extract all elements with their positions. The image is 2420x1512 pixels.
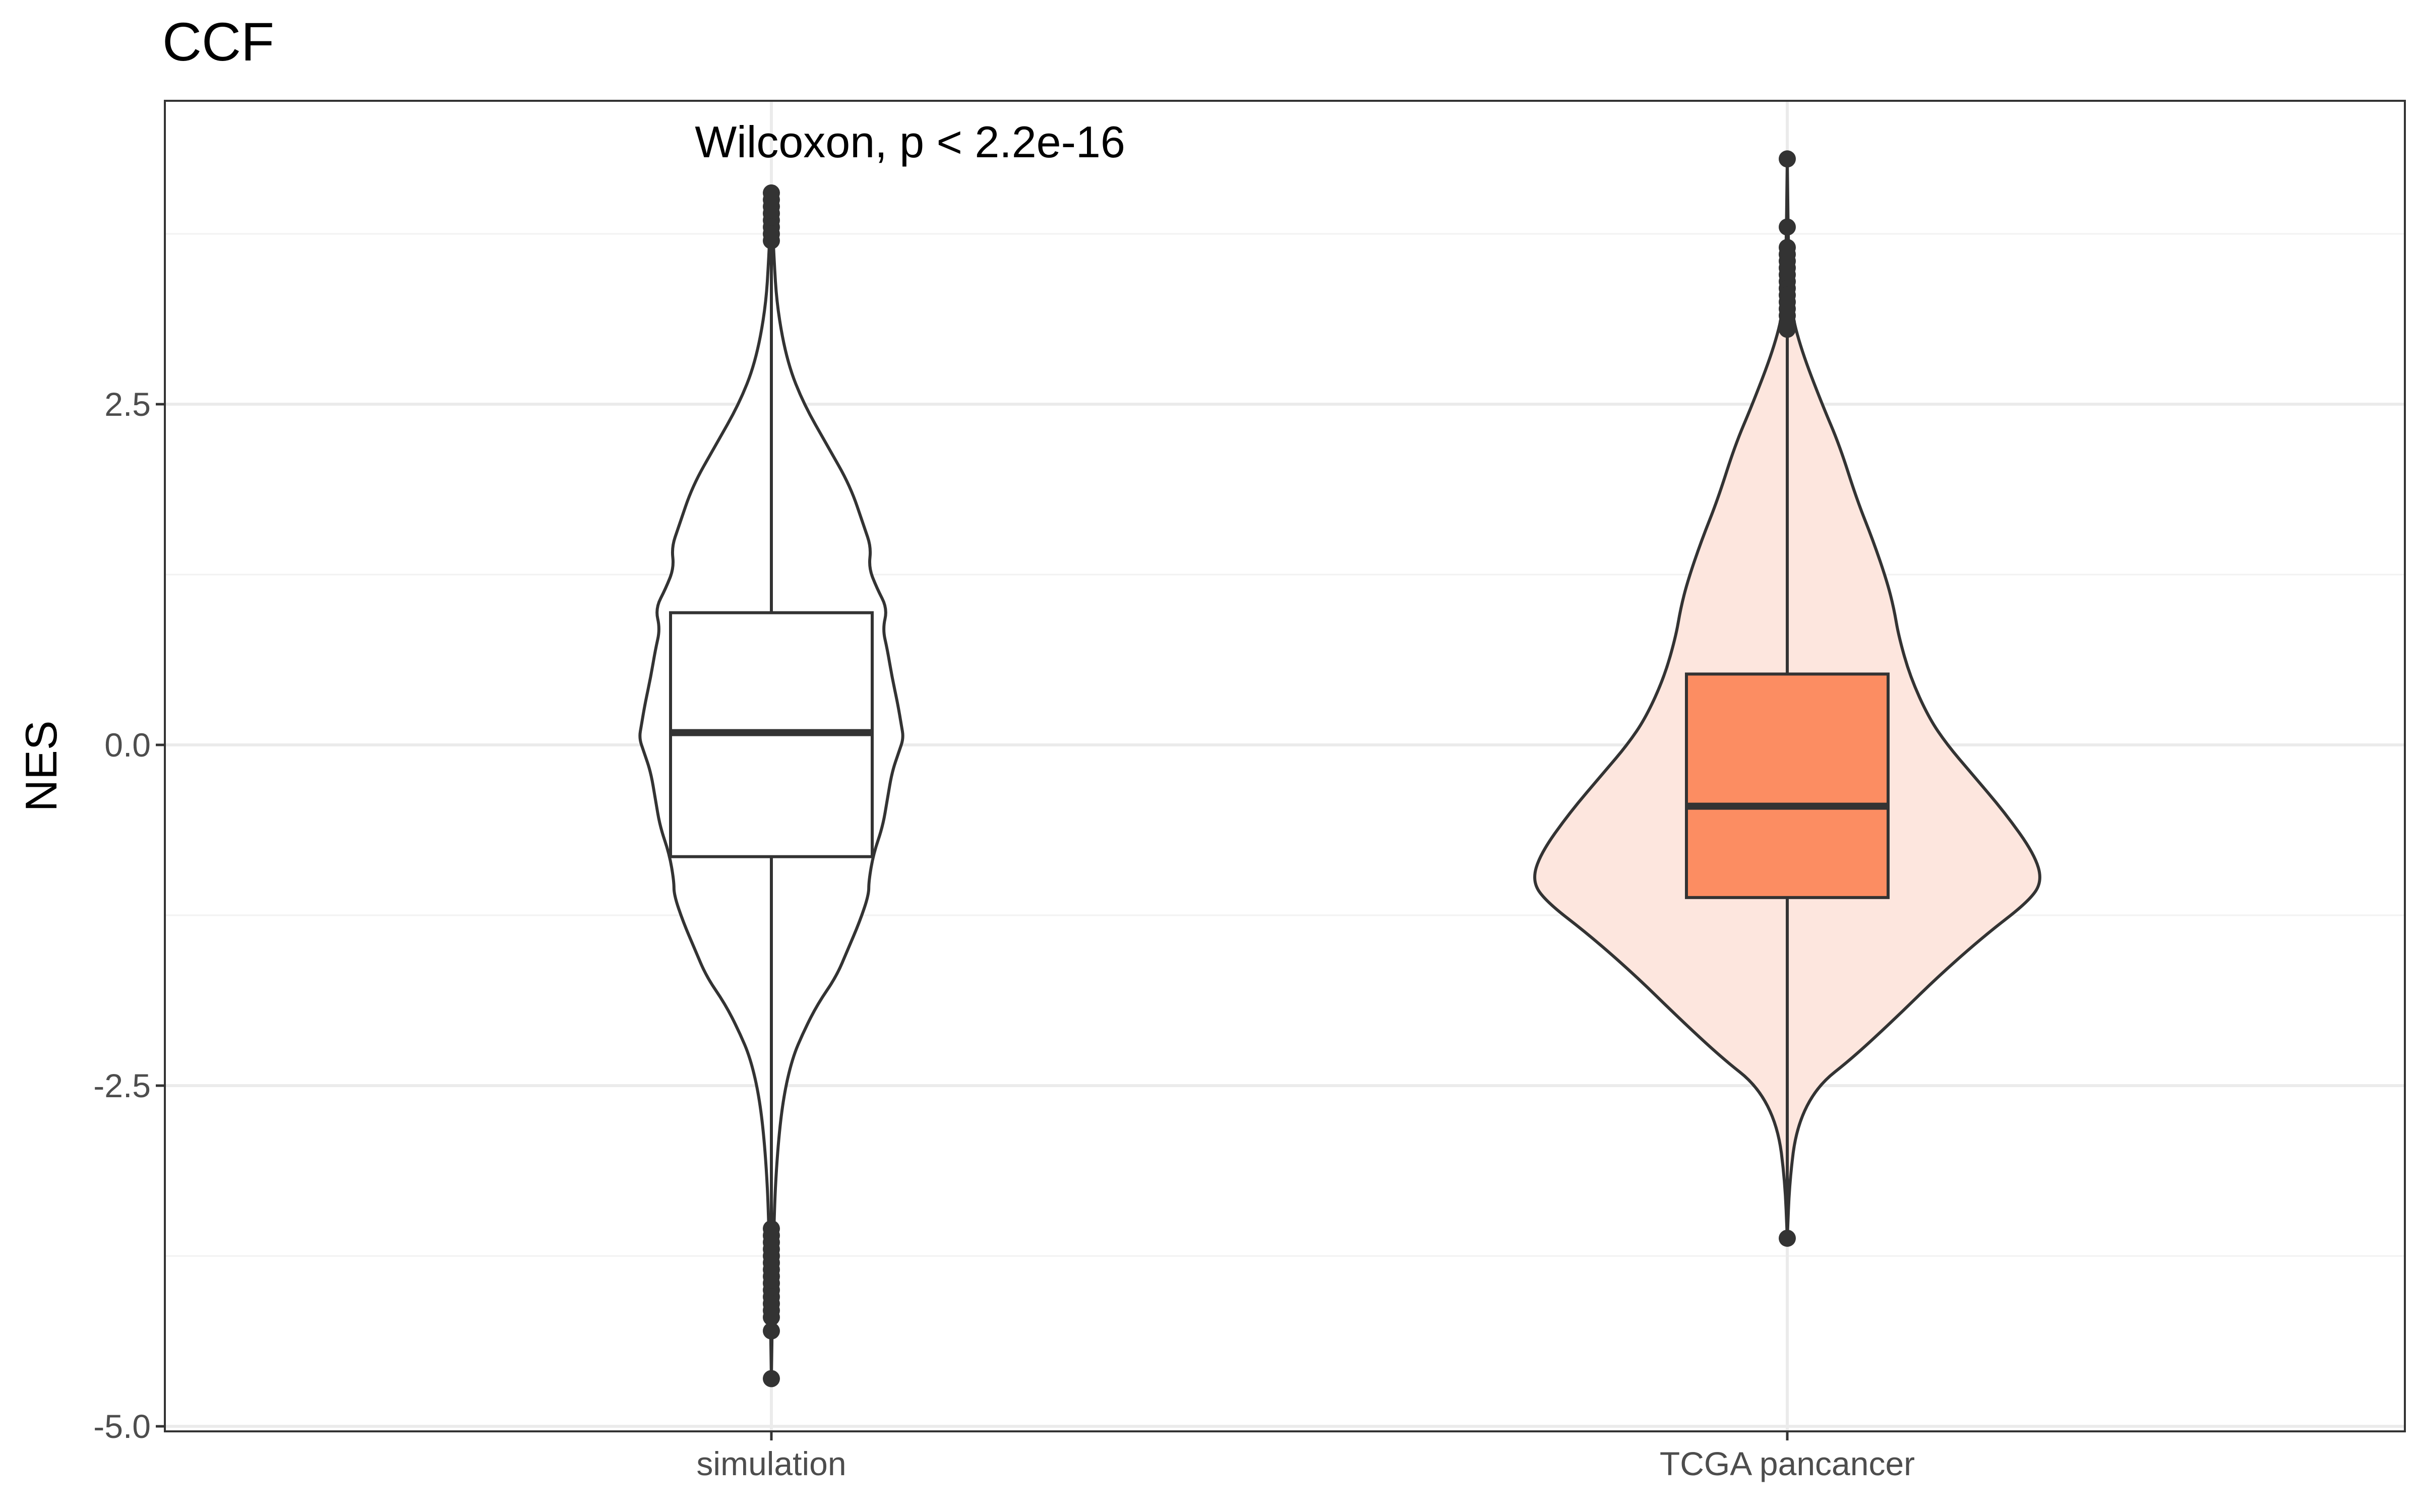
plot-panel-border (164, 100, 2406, 1432)
chart-title: CCF (162, 11, 274, 72)
y-tick-label: -5.0 (93, 1408, 151, 1445)
y-tick-label: 2.5 (104, 386, 151, 423)
outlier-point (1779, 218, 1796, 236)
y-axis-label: NES (16, 721, 66, 812)
x-tick-label-simulation: simulation (696, 1445, 846, 1482)
x-tick-label-tcga-pancancer: TCGA pancancer (1660, 1445, 1915, 1482)
x-axis-ticks: simulation TCGA pancancer (696, 1431, 1915, 1482)
y-tick-label: 0.0 (104, 726, 151, 764)
outlier-point (763, 232, 780, 249)
outlier-point (763, 1322, 780, 1340)
grid (165, 101, 2405, 1431)
outlier-point (1779, 1229, 1796, 1247)
wilcoxon-annotation: Wilcoxon, p < 2.2e-16 (695, 117, 1125, 167)
y-tick-label: -2.5 (93, 1067, 151, 1104)
outlier-point (763, 1370, 780, 1388)
outlier-point (1779, 150, 1796, 168)
outlier-point (1779, 321, 1796, 338)
box-tcga-pancancer (1685, 672, 1890, 899)
y-axis-ticks: 2.5 0.0 -2.5 -5.0 (93, 386, 165, 1445)
boxplots (669, 159, 1890, 1238)
outlier-points (763, 150, 1796, 1388)
outlier-point (763, 1308, 780, 1326)
